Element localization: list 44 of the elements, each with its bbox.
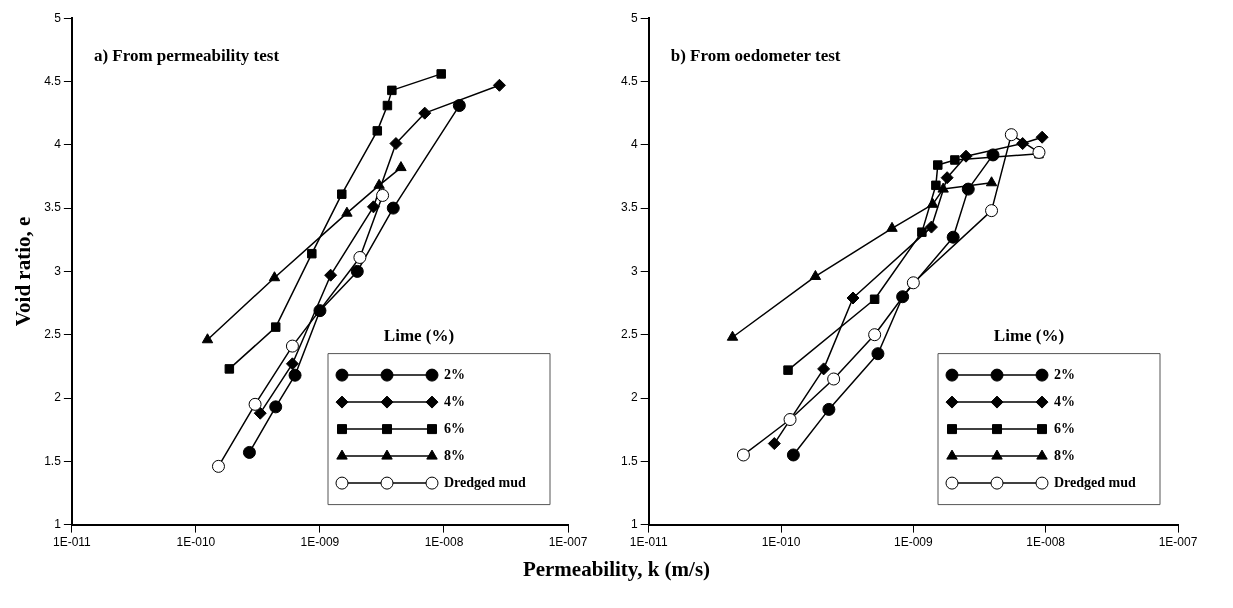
legend-title: Lime (%): [383, 326, 455, 346]
legend-title: Lime (%): [993, 326, 1065, 346]
x-tick-label: 1E-010: [761, 535, 801, 550]
text: b) From oedometer test: [670, 45, 841, 65]
legend-label: 4%: [444, 393, 465, 409]
legend-label: 2%: [444, 366, 465, 382]
y-tick-label: 4.5: [620, 73, 638, 88]
legend-label: Dredged mud: [444, 474, 527, 490]
legend-label: 4%: [1054, 393, 1075, 409]
y-tick-label: 5: [54, 10, 62, 25]
y-tick-label: 3: [630, 263, 638, 278]
x-tick-label: 1E-008: [424, 535, 464, 550]
y-tick-label: 4.5: [44, 73, 62, 88]
x-axis-title: Permeability, k (m/s): [521, 557, 712, 582]
x-tick-label: 1E-011: [629, 535, 668, 550]
y-tick-label: 2: [54, 390, 62, 405]
x-tick-label: 1E-011: [52, 535, 92, 550]
y-tick-label: 4: [630, 137, 638, 152]
x-tick-label: 1E-009: [300, 535, 340, 550]
legend-label: Dredged mud: [1054, 474, 1137, 490]
y-tick-label: 1.5: [620, 453, 638, 468]
y-tick-label: 2.5: [620, 327, 638, 342]
x-tick-label: 1E-010: [176, 535, 216, 550]
y-tick-label: 3: [54, 263, 62, 278]
y-tick-label: 3.5: [620, 200, 638, 215]
text: a) From permeability test: [93, 45, 280, 65]
x-tick-label: 1E-008: [1026, 535, 1066, 550]
legend-label: 2%: [1054, 366, 1075, 382]
y-tick-label: 4: [54, 137, 62, 152]
legend-label: 8%: [444, 447, 465, 463]
x-tick-label: 1E-007: [548, 535, 588, 550]
y-tick-label: 5: [630, 10, 638, 25]
x-tick-label: 1E-009: [893, 535, 934, 550]
y-tick-label: 2.5: [44, 327, 62, 342]
legend-label: 8%: [1054, 447, 1075, 463]
y-tick-label: 1: [54, 516, 62, 531]
y-tick-label: 1: [630, 516, 638, 531]
y-tick-label: 1.5: [44, 453, 62, 468]
legend-label: 6%: [444, 420, 465, 436]
x-tick-label: 1E-007: [1158, 535, 1198, 550]
y-tick-label: 3.5: [44, 200, 62, 215]
y-tick-label: 2: [630, 390, 638, 405]
legend-label: 6%: [1054, 420, 1075, 436]
y-axis-title: Void ratio, e: [11, 216, 36, 327]
